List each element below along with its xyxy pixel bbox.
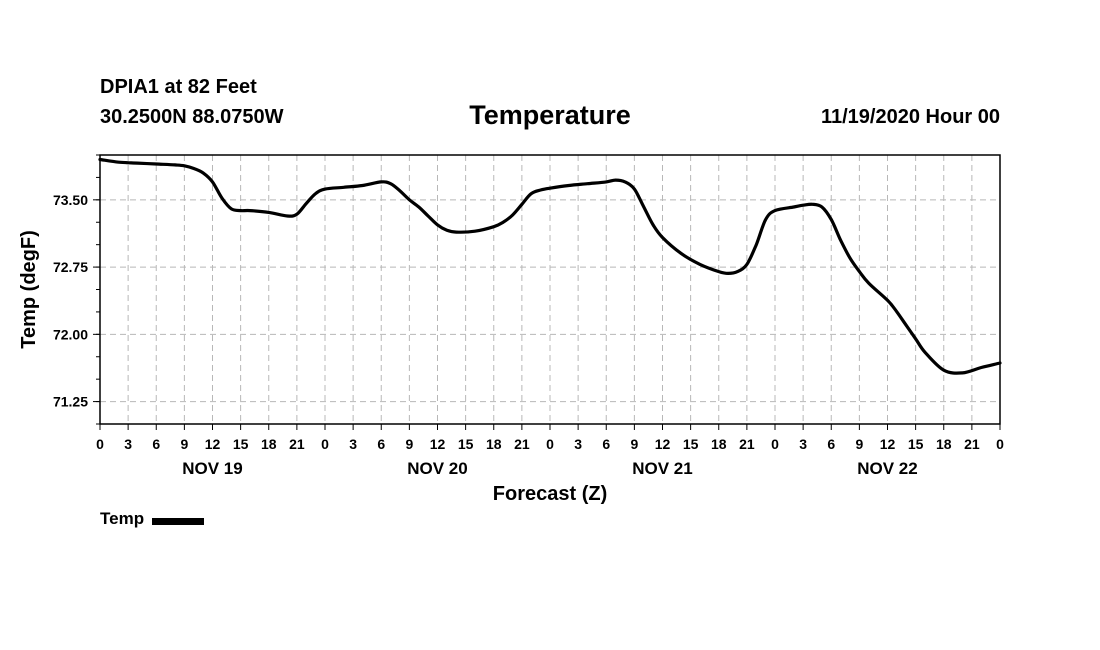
x-day-label: NOV 21 (632, 459, 692, 478)
y-tick-label: 72.00 (53, 326, 88, 342)
x-tick-label: 12 (205, 436, 221, 452)
x-tick-label: 6 (152, 436, 160, 452)
x-tick-label: 3 (799, 436, 807, 452)
x-tick-label: 9 (405, 436, 413, 452)
coordinates-label: 30.2500N 88.0750W (100, 106, 284, 128)
x-tick-label: 18 (486, 436, 502, 452)
legend: Temp (100, 509, 205, 529)
y-tick-label: 73.50 (53, 192, 88, 208)
x-tick-label: 6 (827, 436, 835, 452)
x-tick-label: 6 (602, 436, 610, 452)
chart-title: Temperature (469, 100, 631, 130)
x-tick-label: 6 (377, 436, 385, 452)
x-tick-label: 15 (683, 436, 699, 452)
x-day-label: NOV 19 (182, 459, 242, 478)
x-tick-label: 15 (908, 436, 924, 452)
x-tick-label: 0 (546, 436, 554, 452)
x-tick-label: 9 (630, 436, 638, 452)
x-tick-label: 9 (855, 436, 863, 452)
x-tick-label: 9 (180, 436, 188, 452)
x-tick-label: 18 (936, 436, 952, 452)
x-tick-label: 18 (261, 436, 277, 452)
x-tick-label: 3 (574, 436, 582, 452)
y-axis-title: Temp (degF) (18, 230, 40, 349)
x-axis-title: Forecast (Z) (493, 483, 607, 505)
series-line-temp (98, 157, 1002, 375)
x-tick-label: 0 (321, 436, 329, 452)
x-day-label: NOV 20 (407, 459, 467, 478)
y-tick-label: 71.25 (53, 394, 88, 410)
legend-label: Temp (100, 509, 145, 528)
x-tick-label: 15 (458, 436, 474, 452)
x-tick-label: 3 (124, 436, 132, 452)
x-tick-label: 12 (655, 436, 671, 452)
x-tick-label: 12 (880, 436, 896, 452)
legend-line-swatch (152, 517, 205, 525)
forecast-datetime: 11/19/2020 Hour 00 (820, 106, 1000, 128)
station-label: DPIA1 at 82 Feet (100, 76, 257, 98)
x-tick-label: 21 (739, 436, 755, 452)
x-tick-label: 21 (289, 436, 305, 452)
y-tick-label: 72.75 (53, 259, 88, 275)
x-tick-label: 0 (996, 436, 1004, 452)
x-tick-label: 3 (349, 436, 357, 452)
x-tick-label: 15 (233, 436, 249, 452)
x-tick-label: 21 (964, 436, 980, 452)
x-tick-label: 0 (96, 436, 104, 452)
x-tick-label: 18 (711, 436, 727, 452)
x-tick-label: 12 (430, 436, 446, 452)
x-day-label: NOV 22 (857, 459, 917, 478)
x-tick-label: 0 (771, 436, 779, 452)
x-tick-label: 21 (514, 436, 530, 452)
